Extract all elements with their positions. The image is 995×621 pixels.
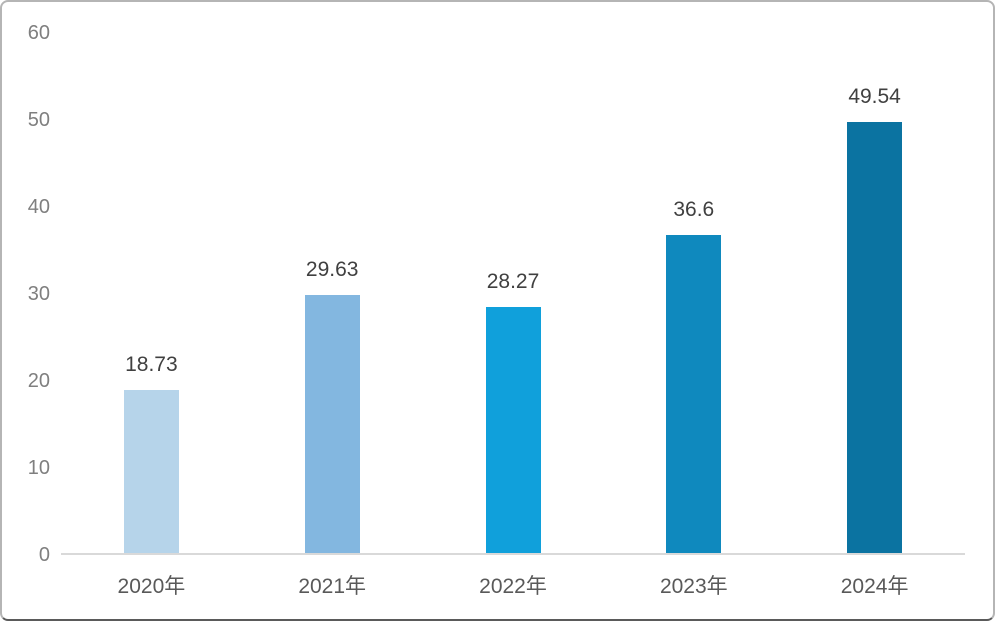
bar-2022 <box>485 307 541 553</box>
value-label-2022: 28.27 <box>486 270 540 293</box>
y-tick-label-20: 20 <box>27 370 50 392</box>
value-label-2024: 49.54 <box>848 85 901 108</box>
y-tick-label-10: 10 <box>27 457 50 479</box>
y-tick-label-60: 60 <box>27 22 50 44</box>
bar-2024 <box>847 122 903 553</box>
x-category-label-2023: 2023年 <box>659 575 728 598</box>
value-label-2021: 29.63 <box>305 258 359 281</box>
bar-2021 <box>304 295 360 553</box>
x-axis-baseline <box>61 553 965 555</box>
x-category-label-2024: 2024年 <box>840 575 909 598</box>
x-category-label-2020: 2020年 <box>117 575 186 598</box>
y-tick-label-30: 30 <box>27 283 50 305</box>
value-label-2020: 18.73 <box>125 353 178 376</box>
x-category-label-2022: 2022年 <box>479 575 547 598</box>
y-tick-label-0: 0 <box>38 544 50 566</box>
bar-2020 <box>123 390 179 553</box>
bar-2023 <box>666 235 722 553</box>
y-tick-label-40: 40 <box>27 196 50 218</box>
x-category-label-2021: 2021年 <box>298 575 367 598</box>
value-label-2023: 36.6 <box>673 198 715 221</box>
y-tick-label-50: 50 <box>27 109 50 131</box>
